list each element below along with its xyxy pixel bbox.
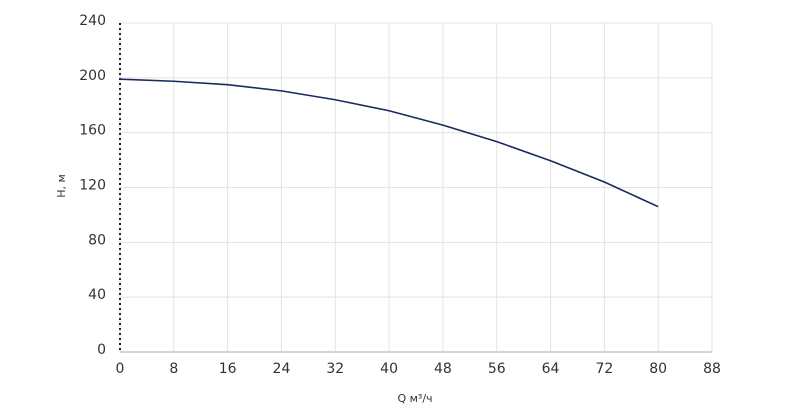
y-tick-label: 80 (88, 232, 106, 248)
x-tick-label: 0 (116, 361, 125, 377)
y-axis-label: H, м (55, 174, 68, 198)
x-tick-label: 88 (703, 361, 721, 377)
x-tick-label: 80 (649, 361, 667, 377)
y-tick-label: 40 (88, 287, 106, 303)
x-axis-label: Q м³/ч (397, 392, 432, 405)
y-tick-label: 120 (79, 178, 106, 194)
x-tick-label: 56 (488, 361, 506, 377)
y-tick-label: 160 (79, 123, 106, 139)
x-tick-label: 64 (542, 361, 560, 377)
x-tick-label: 8 (169, 361, 178, 377)
y-tick-label: 240 (79, 13, 106, 29)
x-tick-label: 32 (326, 361, 344, 377)
x-tick-label: 24 (273, 361, 291, 377)
x-tick-label: 16 (219, 361, 237, 377)
y-tick-label: 0 (97, 342, 106, 358)
y-tick-label: 200 (79, 68, 106, 84)
x-tick-label: 40 (380, 361, 398, 377)
x-tick-label: 72 (595, 361, 613, 377)
x-tick-label: 48 (434, 361, 452, 377)
line (119, 78, 659, 208)
